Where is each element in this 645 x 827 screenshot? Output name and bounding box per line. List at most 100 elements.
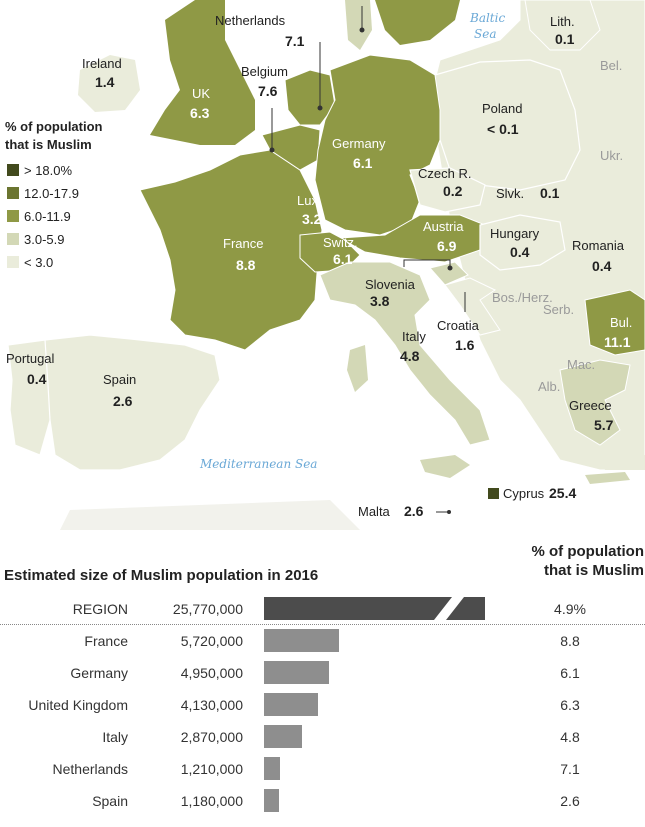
table-title: Estimated size of Muslim population in 2…	[4, 567, 319, 584]
legend-swatch-4	[7, 256, 19, 268]
bulgaria-value: 11.1	[604, 334, 631, 350]
legend-label-1: 12.0-17.9	[24, 186, 79, 201]
luxembourg-value: 3.2	[302, 211, 322, 227]
pct-column-header: % of population that is Muslim	[494, 542, 644, 580]
spain-value: 2.6	[113, 393, 133, 409]
legend-label-3: 3.0-5.9	[24, 232, 64, 247]
row-pct: 2.6	[560, 793, 580, 809]
belgium-name: Belgium	[241, 64, 288, 79]
slovakia-value: 0.1	[540, 185, 560, 201]
bulgaria-name: Bul.	[610, 315, 632, 330]
denmark-land	[345, 0, 372, 50]
legend-swatch-2	[7, 210, 19, 222]
row-population: 25,770,000	[172, 601, 243, 617]
row-population: 2,870,000	[180, 729, 243, 745]
romania-name: Romania	[572, 238, 625, 253]
baltic-sea-label-1: Baltic	[469, 11, 505, 25]
ireland-name: Ireland	[82, 56, 122, 71]
legend-swatch-1	[7, 187, 19, 199]
row-population: 5,720,000	[180, 633, 243, 649]
table-row: Spain 1,180,000 2.6	[0, 788, 645, 814]
switzerland-name: Switz.	[323, 235, 358, 250]
pct-header-line1: % of population	[531, 543, 644, 560]
legend-swatch-3	[7, 233, 19, 245]
legend-label-0: > 18.0%	[24, 163, 73, 178]
slovenia-value: 3.8	[370, 293, 390, 309]
row-population: 4,950,000	[180, 665, 243, 681]
row-name: Netherlands	[52, 761, 129, 777]
map-legend: % of population that is Muslim > 18.0% 1…	[0, 115, 140, 285]
czech-name: Czech R.	[418, 166, 471, 181]
slovenia-dot	[447, 265, 453, 271]
croatia-value: 1.6	[455, 337, 475, 353]
row-population: 1,180,000	[180, 793, 243, 809]
table-row: Germany 4,950,000 6.1	[0, 660, 645, 686]
row-pct: 8.8	[560, 633, 580, 649]
france-land	[139, 149, 323, 351]
spain-name: Spain	[103, 372, 136, 387]
italy-land	[319, 261, 491, 446]
switzerland-value: 6.1	[333, 251, 353, 267]
sicily-land	[420, 455, 470, 478]
belgium-value: 7.6	[258, 83, 278, 99]
legend-label-4: < 3.0	[24, 255, 53, 270]
population-bar	[264, 693, 318, 716]
czech-value: 0.2	[443, 183, 463, 199]
greece-name: Greece	[569, 398, 612, 413]
cyprus-marker-land	[600, 455, 645, 470]
austria-value: 6.9	[437, 238, 457, 254]
netherlands-dot	[317, 105, 323, 111]
cyprus-value: 25.4	[549, 485, 576, 501]
table-row: France 5,720,000 8.8	[0, 628, 645, 654]
table-row: Netherlands 1,210,000 7.1	[0, 756, 645, 782]
ireland-land	[78, 55, 140, 112]
serbia-name: Serb.	[543, 302, 574, 317]
row-population: 4,130,000	[180, 697, 243, 713]
population-bar	[264, 789, 279, 812]
row-pct: 6.1	[560, 665, 580, 681]
slovenia-leader	[403, 259, 451, 268]
population-bar	[264, 725, 302, 748]
denmark-dot	[359, 27, 365, 33]
germany-name: Germany	[332, 136, 386, 151]
crete-land	[585, 472, 630, 484]
luxembourg-name: Lux.	[297, 193, 322, 208]
france-name: France	[223, 236, 263, 251]
mediterranean-sea-label: Mediterranean Sea	[199, 457, 317, 471]
row-pct: 6.3	[560, 697, 580, 713]
population-bar	[264, 629, 339, 652]
cyprus-swatch	[488, 488, 499, 499]
belarus-name: Bel.	[600, 58, 622, 73]
bulgaria-land	[584, 289, 645, 356]
hungary-name: Hungary	[490, 226, 540, 241]
greece-value: 5.7	[594, 417, 614, 433]
legend-title-line1: % of population	[5, 119, 103, 134]
malta-dot	[447, 510, 451, 514]
malta-name: Malta	[358, 504, 391, 519]
lithuania-value: 0.1	[555, 31, 575, 47]
italy-value: 4.8	[400, 348, 420, 364]
row-name: Spain	[92, 793, 128, 809]
legend-title-line2: that is Muslim	[5, 137, 92, 152]
table-row: United Kingdom 4,130,000 6.3	[0, 692, 645, 718]
pct-header-line2: that is Muslim	[543, 562, 644, 579]
croatia-name: Croatia	[437, 318, 480, 333]
ukraine-name: Ukr.	[600, 148, 623, 163]
row-pct: 4.9%	[554, 601, 586, 617]
row-name: REGION	[72, 601, 128, 617]
poland-name: Poland	[482, 101, 522, 116]
portugal-value: 0.4	[27, 371, 47, 387]
malta-value: 2.6	[404, 503, 424, 519]
greece-land	[559, 359, 631, 446]
austria-name: Austria	[423, 219, 464, 234]
uk-name: UK	[192, 86, 210, 101]
cyprus-name: Cyprus	[503, 486, 545, 501]
row-name: United Kingdom	[28, 697, 128, 713]
lithuania-name: Lith.	[550, 14, 575, 29]
albania-name: Alb.	[538, 379, 560, 394]
baltic-sea-label-2: Sea	[474, 27, 496, 41]
bosnia-name: Bos./Herz.	[492, 290, 553, 305]
luxembourg-dot	[309, 179, 315, 185]
belgium-dot	[269, 147, 275, 153]
italy-name: Italy	[402, 329, 426, 344]
